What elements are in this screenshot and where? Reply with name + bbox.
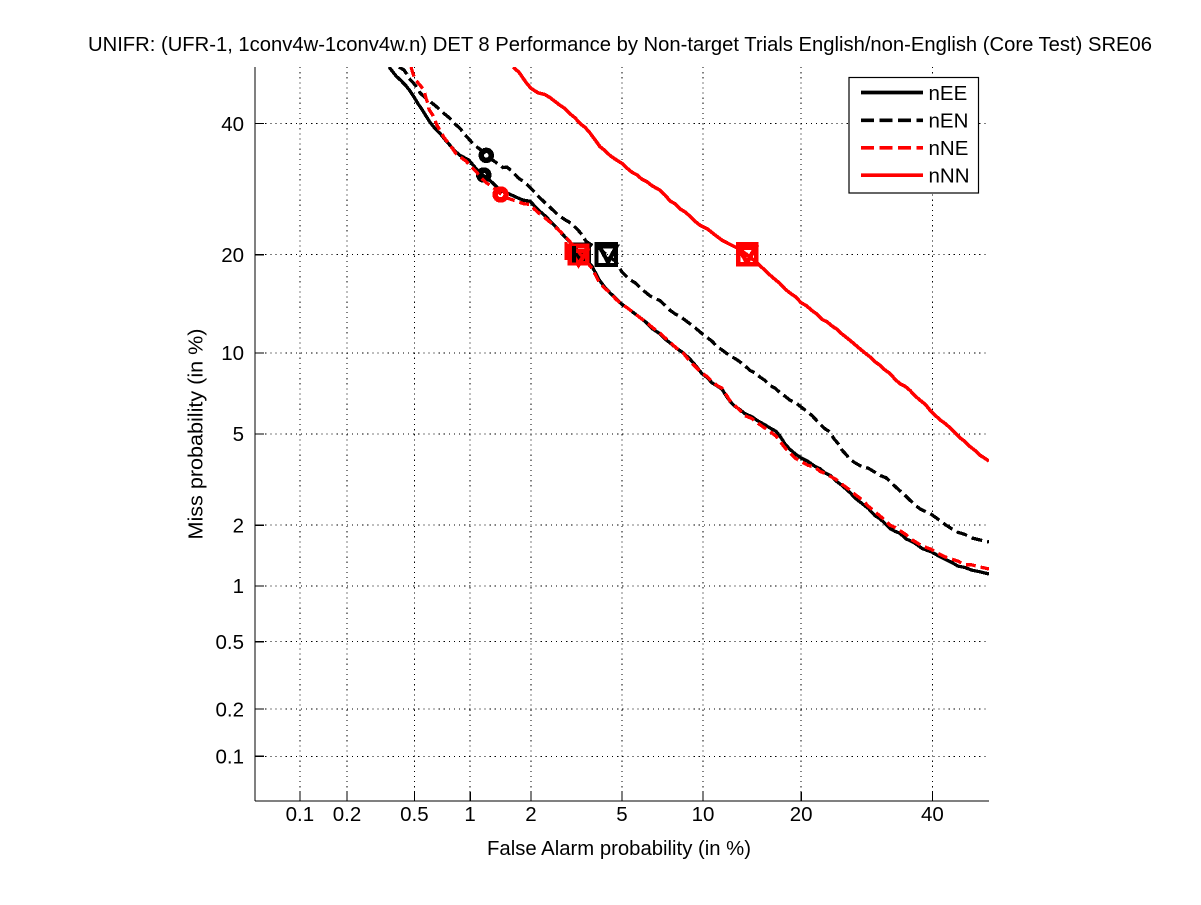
svg-text:0.1: 0.1: [286, 803, 315, 826]
svg-text:10: 10: [692, 803, 715, 826]
svg-text:20: 20: [221, 244, 244, 267]
svg-text:0.2: 0.2: [333, 803, 362, 826]
svg-text:UNIFR: (UFR-1, 1conv4w-1conv4w: UNIFR: (UFR-1, 1conv4w-1conv4w.n) DET 8 …: [88, 33, 1152, 56]
svg-text:5: 5: [616, 803, 627, 826]
svg-text:nEE: nEE: [929, 82, 968, 105]
svg-text:20: 20: [790, 803, 813, 826]
svg-text:1: 1: [464, 803, 475, 826]
svg-text:0.5: 0.5: [216, 631, 245, 654]
svg-text:0.5: 0.5: [400, 803, 429, 826]
svg-text:10: 10: [221, 342, 244, 365]
svg-text:5: 5: [233, 423, 244, 446]
svg-text:0.1: 0.1: [216, 746, 245, 769]
svg-text:nNE: nNE: [929, 137, 969, 160]
svg-text:nEN: nEN: [929, 110, 969, 133]
svg-text:1: 1: [233, 575, 244, 598]
svg-text:2: 2: [525, 803, 536, 826]
svg-text:40: 40: [221, 113, 244, 136]
svg-text:0.2: 0.2: [216, 698, 245, 721]
svg-text:40: 40: [921, 803, 944, 826]
svg-text:nNN: nNN: [929, 165, 970, 188]
svg-text:2: 2: [233, 514, 244, 537]
svg-text:Miss probability (in %): Miss probability (in %): [185, 329, 208, 540]
svg-text:False Alarm probability (in %): False Alarm probability (in %): [487, 837, 751, 860]
